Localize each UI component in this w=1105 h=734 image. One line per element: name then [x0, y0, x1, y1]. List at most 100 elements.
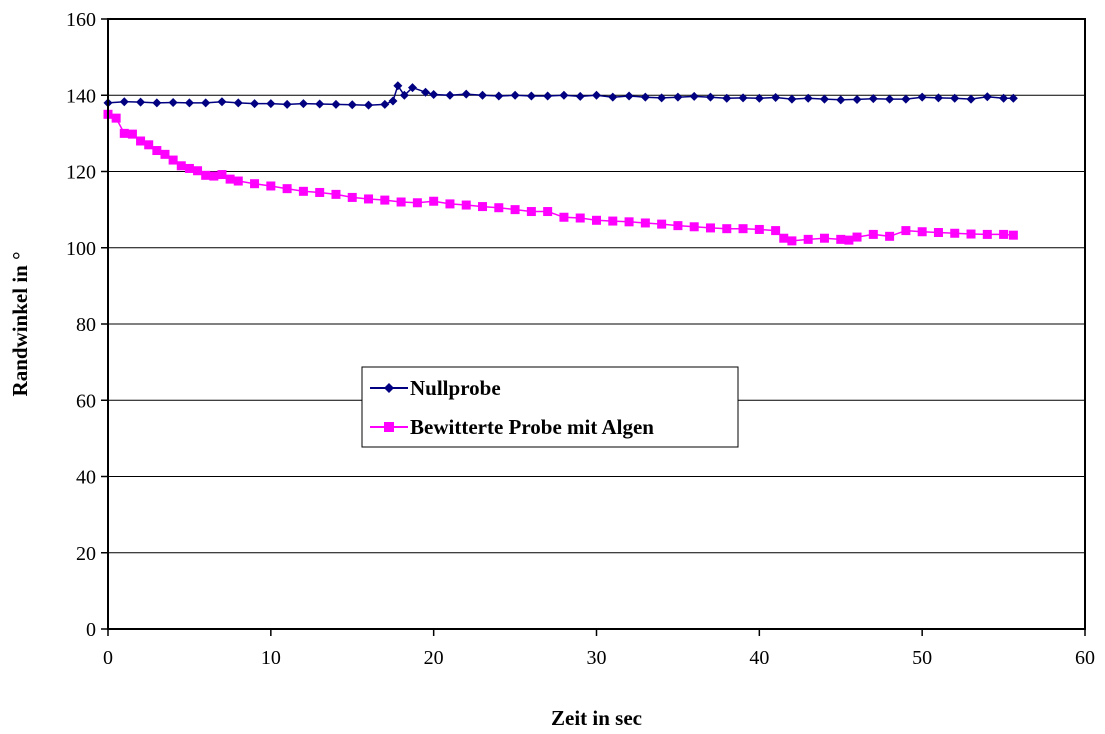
data-point: [885, 94, 895, 104]
y-tick-label: 0: [86, 619, 96, 641]
data-point: [1008, 230, 1018, 240]
data-point: [315, 187, 325, 197]
data-point: [933, 228, 943, 237]
data-point: [461, 200, 471, 210]
data-point: [852, 232, 862, 242]
data-point: [152, 146, 162, 156]
x-tick-label: 30: [587, 647, 607, 669]
data-point: [738, 224, 748, 234]
data-point: [722, 93, 732, 103]
data-point: [347, 192, 357, 202]
data-point: [347, 100, 357, 110]
data-point: [225, 174, 235, 184]
data-point: [543, 207, 553, 217]
data-point: [393, 81, 403, 91]
data-point: [494, 91, 504, 101]
data-point: [999, 229, 1009, 239]
data-point: [282, 99, 292, 109]
x-tick-label: 60: [1075, 647, 1095, 669]
data-point: [575, 91, 585, 101]
data-point: [119, 97, 129, 107]
data-point: [399, 90, 409, 100]
y-tick-label: 100: [66, 238, 96, 260]
data-point: [836, 95, 846, 105]
data-point: [852, 94, 862, 104]
data-point: [592, 215, 601, 225]
series-layer: [103, 81, 1018, 246]
data-point: [868, 229, 878, 239]
data-point: [380, 99, 390, 109]
data-point: [201, 170, 211, 180]
data-point: [950, 228, 960, 238]
data-point: [754, 224, 764, 234]
data-point: [136, 97, 146, 107]
plot-area-border: [107, 18, 1086, 630]
data-point: [478, 90, 488, 100]
y-tick-label: 20: [76, 543, 96, 565]
x-tick-label: 10: [261, 647, 281, 669]
data-point: [885, 231, 895, 241]
data-point: [445, 199, 455, 209]
data-point: [380, 195, 390, 205]
data-point: [429, 89, 439, 99]
data-point: [689, 91, 699, 101]
data-point: [592, 90, 601, 100]
series-line: [107, 113, 1014, 242]
data-point: [160, 149, 170, 159]
legend-item-nullprobe: Nullprobe: [370, 376, 501, 400]
data-point: [982, 229, 992, 239]
data-point: [787, 236, 797, 246]
data-point: [266, 99, 276, 109]
data-point: [184, 98, 194, 108]
data-point: [657, 93, 667, 103]
data-point: [1008, 93, 1018, 103]
data-point: [803, 93, 813, 103]
x-tick-label: 50: [912, 647, 932, 669]
y-tick-label: 80: [76, 314, 96, 336]
data-point: [819, 94, 829, 104]
data-point: [901, 226, 911, 236]
data-point: [640, 92, 650, 102]
data-point: [250, 99, 260, 109]
data-point: [176, 161, 186, 171]
data-point: [364, 100, 374, 110]
data-point: [966, 94, 976, 104]
y-axis-title: Randwinkel in °: [8, 252, 32, 397]
data-point: [412, 198, 422, 208]
data-point: [298, 99, 308, 109]
data-point: [705, 223, 715, 233]
data-point: [152, 98, 162, 108]
data-point: [999, 93, 1009, 103]
data-point: [868, 94, 878, 104]
data-point: [559, 212, 569, 222]
data-point: [933, 93, 943, 103]
data-point: [250, 179, 260, 189]
data-point: [543, 91, 553, 101]
y-tick-label: 60: [76, 390, 96, 412]
legend-item-bewitterte-probe: Bewitterte Probe mit Algen: [370, 415, 654, 439]
data-point: [233, 176, 243, 186]
data-point: [803, 234, 813, 244]
data-point: [673, 92, 683, 102]
data-point: [119, 128, 129, 138]
y-tick-label: 140: [66, 85, 96, 107]
x-axis-title: Zeit in sec: [551, 706, 642, 730]
data-point: [407, 83, 417, 93]
data-point: [331, 189, 341, 199]
data-point: [396, 197, 406, 207]
data-point: [494, 203, 504, 213]
series-bewitterte-probe: [103, 109, 1018, 246]
data-point: [771, 93, 781, 103]
data-point: [705, 92, 715, 102]
x-tick-label: 20: [424, 647, 444, 669]
data-point: [673, 221, 683, 231]
data-point: [478, 202, 488, 212]
series-nullprobe: [103, 81, 1018, 110]
data-point: [510, 205, 520, 215]
data-point: [510, 90, 520, 100]
data-point: [429, 196, 439, 206]
data-point: [217, 97, 227, 107]
data-point: [526, 91, 536, 101]
data-point: [209, 171, 219, 181]
